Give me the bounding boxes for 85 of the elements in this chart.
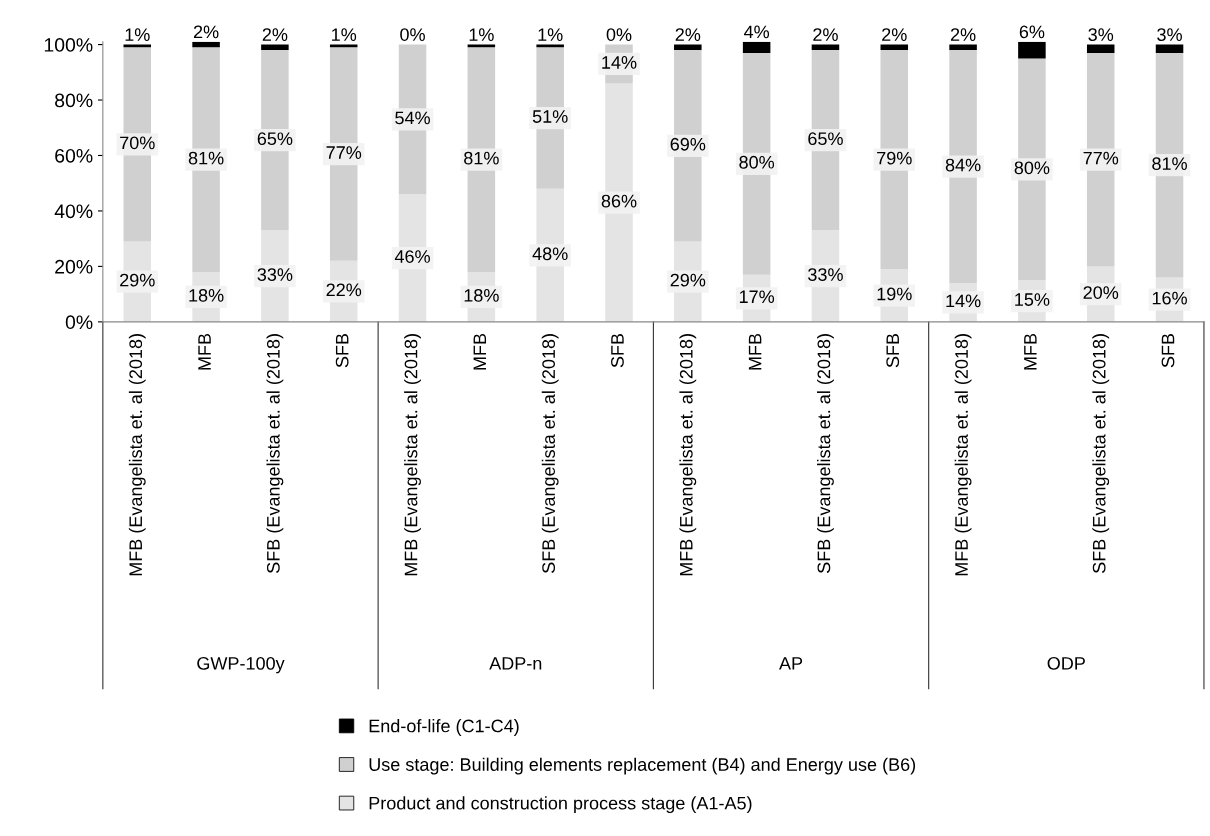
text: ADP-n [489,657,542,670]
bar [674,44,702,51]
x-tick-label: SFB [1161,333,1175,368]
legend-label: Product and construction process stage (A1-A5) [369,796,752,814]
data-label: 77% [326,146,362,159]
data-label: 4% [743,25,770,39]
data-label: 1% [469,28,494,41]
bar [261,44,289,51]
x-tick-label: SFB (Evangelista et. al (2018) [266,334,284,573]
data-label: 81% [464,151,499,165]
x-tick-label: MFB [748,333,762,370]
data-label: 51% [532,110,568,123]
data-label: 81% [188,151,224,165]
data-label: 81% [1152,157,1187,171]
x-tick-label: SFB [886,333,900,368]
data-label: 19% [877,287,912,301]
data-label: 2% [813,28,838,41]
data-label: 80% [1014,161,1050,175]
x-tick-label: MFB (Evangelista et. al (2018) [128,334,146,576]
x-tick-label: MFB (Evangelista et. al (2018) [404,334,421,576]
data-label: 79% [877,151,912,165]
data-label: 84% [945,158,981,172]
data-label: 0% [606,28,632,41]
data-label: 1% [538,28,563,41]
bar [192,41,220,48]
x-tick-label: SFB (Evangelista et. al (2018) [541,334,559,573]
x-tick-label: SFB [611,333,624,368]
x-tick-label: MFB [473,333,487,370]
legend-label: Use stage: Building elements replacement (B4) and Energy use (B6) [369,757,916,775]
data-label: 20% [1083,286,1119,299]
data-label: 1% [125,28,150,41]
x-tick-label: SFB (Evangelista et. al (2018) [1092,334,1110,573]
data-label: 16% [1152,291,1187,305]
bar [1018,41,1046,59]
text: ODP [1047,656,1085,670]
data-label: 33% [257,268,293,281]
data-label: 0% [400,28,425,41]
data-label: 46% [394,250,430,263]
y-tick-label: 60% [55,148,93,163]
bar [1155,44,1184,53]
data-label: 29% [670,273,706,287]
data-label: 14% [602,56,637,69]
data-label: 15% [1015,293,1050,306]
data-label: 2% [950,28,976,41]
y-tick-label: 20% [55,259,93,274]
bar [1086,44,1115,53]
data-label: 2% [193,25,219,39]
data-label: 69% [670,137,706,151]
data-label: 2% [675,28,701,41]
data-label: 54% [395,111,430,125]
data-label: 77% [1083,151,1119,165]
data-label: 18% [464,288,499,302]
data-label: 48% [532,247,568,261]
data-label: 1% [332,28,357,41]
x-tick-label: MFB [198,333,211,370]
y-tick-label: 0% [65,315,93,330]
legend-label: End-of-life (C1-C4) [369,719,519,736]
data-label: 18% [189,288,224,302]
data-label: 29% [120,273,155,287]
y-tick-label: 100% [44,38,93,52]
data-label: 33% [808,268,843,281]
data-label: 80% [739,155,775,169]
data-label: 2% [262,28,288,41]
data-label: 3% [1088,28,1114,41]
data-label: 2% [882,28,907,41]
x-tick-label: MFB [1024,333,1037,370]
bar [742,41,771,53]
text: GWP-100y [197,656,285,674]
data-label: 17% [739,290,775,304]
x-tick-label: MFB (Evangelista et. al (2018) [954,334,972,576]
x-tick-label: MFB (Evangelista et. al (2018) [679,334,697,576]
bar [949,44,977,51]
data-label: 65% [257,132,293,146]
data-label: 3% [1157,28,1182,41]
y-tick-label: 80% [55,93,93,108]
data-label: 14% [946,294,981,308]
y-tick-label: 40% [54,204,93,219]
text: AP [779,657,803,670]
data-label: 86% [601,194,637,208]
x-tick-label: SFB (Evangelista et. al (2018) [817,334,834,573]
data-label: 65% [808,132,843,146]
data-label: 22% [326,283,362,297]
data-label: 6% [1019,25,1045,39]
data-label: 70% [120,136,155,150]
x-tick-label: SFB [335,333,349,368]
